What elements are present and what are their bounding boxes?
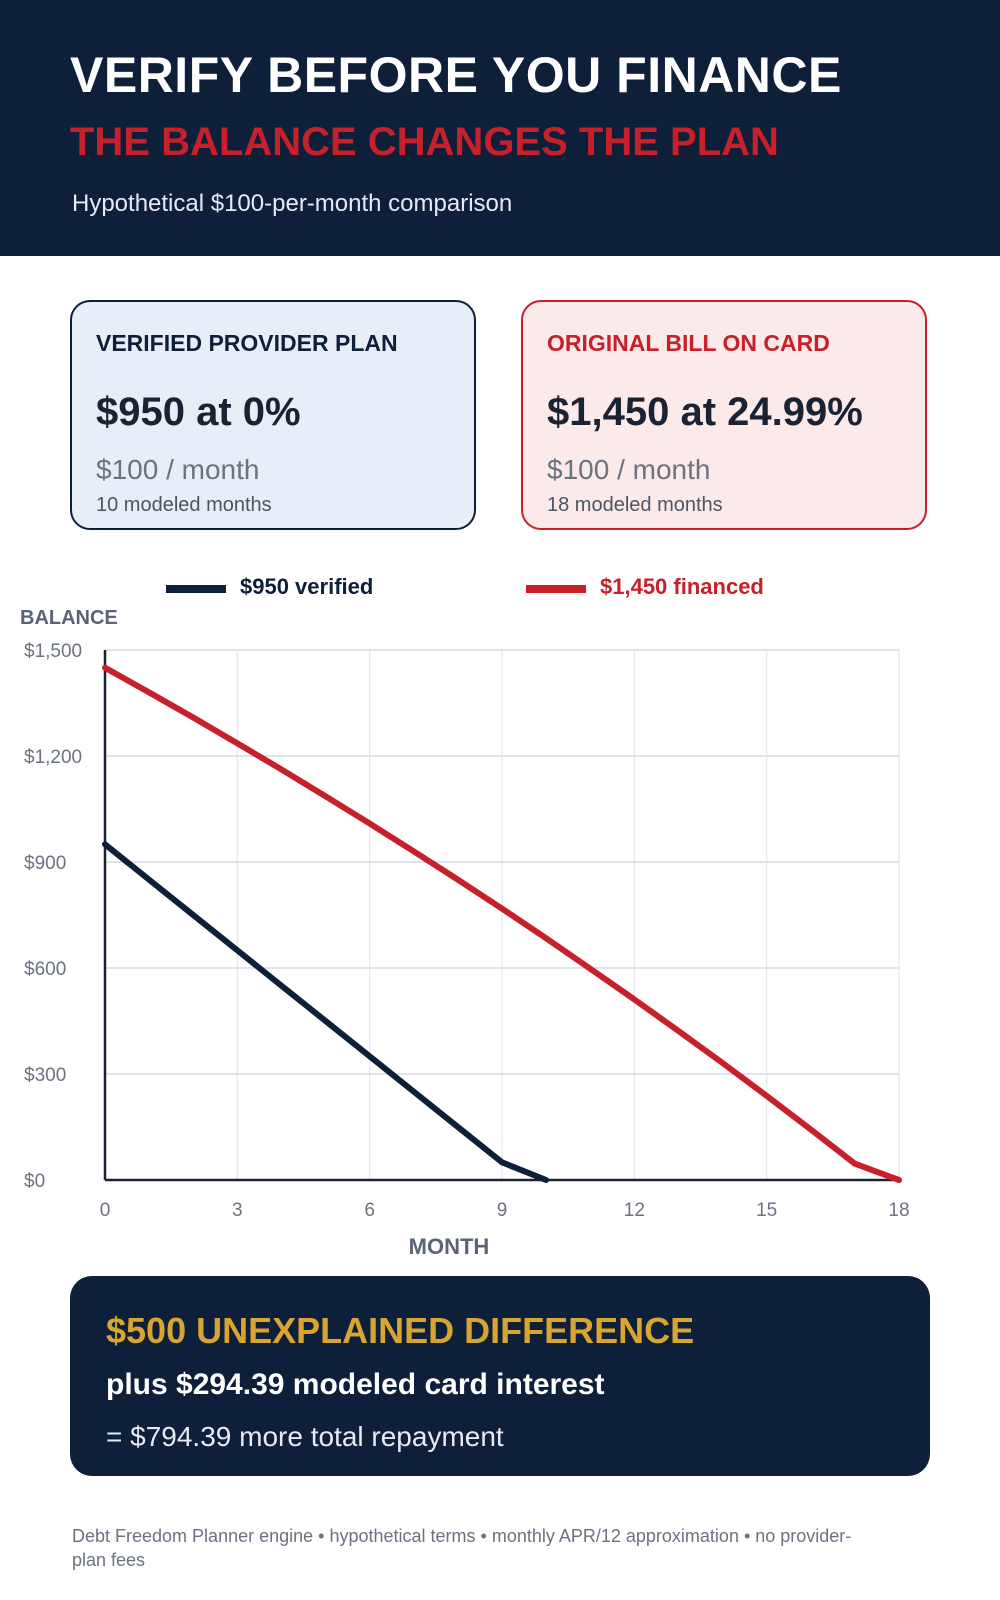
card-bill-term: 18 modeled months — [547, 494, 723, 516]
x-tick-label: 3 — [232, 1200, 243, 1221]
legend-swatch-verified — [166, 585, 226, 593]
verified-card-term: 10 modeled months — [96, 494, 272, 516]
summary-box: $500 UNEXPLAINED DIFFERENCE plus $294.39… — [70, 1276, 930, 1476]
x-tick-label: 0 — [100, 1200, 111, 1221]
header-banner: VERIFY BEFORE YOU FINANCE THE BALANCE CH… — [0, 0, 1000, 256]
page-subtitle: THE BALANCE CHANGES THE PLAN — [70, 120, 779, 164]
balance-line-chart: BALANCE MONTH $0 $300 $600 $900 $1,200 $1,500… — [20, 607, 910, 1259]
footer-note: Debt Freedom Planner engine • hypothetic… — [72, 1526, 852, 1570]
legend-label-financed: $1,450 financed — [600, 574, 764, 599]
y-tick-label: $0 — [24, 1171, 45, 1192]
summary-headline: $500 UNEXPLAINED DIFFERENCE — [106, 1310, 695, 1351]
verified-card-title: VERIFIED PROVIDER PLAN — [96, 330, 398, 356]
legend-swatch-financed — [526, 585, 586, 593]
header-caption: Hypothetical $100-per-month comparison — [72, 190, 513, 217]
summary-total-line: = $794.39 more total repayment — [106, 1421, 504, 1452]
y-tick-label: $1,200 — [24, 747, 82, 768]
card-bill-payment: $100 / month — [547, 454, 711, 485]
x-tick-label: 9 — [497, 1200, 508, 1221]
verified-card-payment: $100 / month — [96, 454, 260, 485]
x-tick-label: 6 — [364, 1200, 375, 1221]
x-axis-title: MONTH — [409, 1234, 490, 1259]
y-tick-label: $900 — [24, 853, 66, 874]
verified-card-headline: $950 at 0% — [96, 390, 301, 434]
series-line-verified — [102, 841, 550, 1183]
verified-plan-card: VERIFIED PROVIDER PLAN $950 at 0% $100 /… — [70, 300, 476, 530]
card-bill-card: ORIGINAL BILL ON CARD $1,450 at 24.99% $… — [521, 300, 927, 530]
x-tick-label: 12 — [624, 1200, 645, 1221]
summary-interest-line: plus $294.39 modeled card interest — [106, 1368, 605, 1401]
y-tick-label: $300 — [24, 1065, 66, 1086]
y-tick-label: $600 — [24, 959, 66, 980]
y-axis-title: BALANCE — [20, 607, 118, 629]
series-line-financed — [102, 664, 902, 1183]
card-bill-headline: $1,450 at 24.99% — [547, 390, 863, 434]
x-tick-label: 18 — [888, 1200, 909, 1221]
legend-label-verified: $950 verified — [240, 574, 374, 599]
x-tick-label: 15 — [756, 1200, 777, 1221]
page-title: VERIFY BEFORE YOU FINANCE — [70, 47, 842, 103]
card-bill-title: ORIGINAL BILL ON CARD — [547, 330, 830, 356]
y-tick-label: $1,500 — [24, 641, 82, 662]
